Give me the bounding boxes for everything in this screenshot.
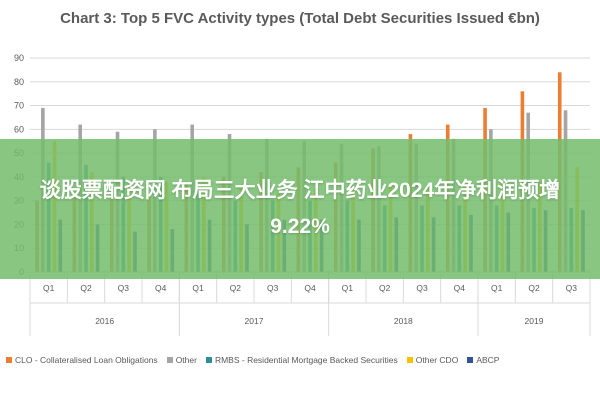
year-label: 2016 bbox=[95, 316, 114, 326]
legend-item: RMBS - Residential Mortgage Backed Secur… bbox=[205, 355, 398, 365]
x-tick-label: Q4 bbox=[155, 283, 167, 293]
x-tick-label: Q2 bbox=[528, 283, 540, 293]
legend-label: CLO - Collateralised Loan Obligations bbox=[15, 355, 158, 365]
x-tick-label: Q3 bbox=[416, 283, 428, 293]
chart-legend: CLO - Collateralised Loan Obligations Oth… bbox=[6, 352, 596, 368]
legend-label: Other CDO bbox=[415, 355, 459, 365]
year-label: 2017 bbox=[245, 316, 264, 326]
legend-label: Other bbox=[175, 355, 197, 365]
year-label: 2019 bbox=[525, 316, 544, 326]
x-tick-label: Q3 bbox=[267, 283, 279, 293]
year-label: 2018 bbox=[394, 316, 413, 326]
headline-text: 谈股票配资网 布局三大业务 江中药业2024年净利润预增9.22% bbox=[39, 179, 561, 238]
y-tick-label: 90 bbox=[14, 53, 24, 63]
chart-title: Chart 3: Top 5 FVC Activity types (Total… bbox=[60, 10, 540, 27]
x-tick-label: Q2 bbox=[379, 283, 391, 293]
x-tick-label: Q1 bbox=[342, 283, 354, 293]
x-tick-label: Q3 bbox=[118, 283, 130, 293]
y-tick-label: 70 bbox=[14, 101, 24, 111]
x-tick-label: Q4 bbox=[304, 283, 316, 293]
x-tick-label: Q2 bbox=[230, 283, 242, 293]
y-tick-label: 60 bbox=[14, 124, 24, 134]
y-tick-label: 80 bbox=[14, 77, 24, 87]
legend-label: ABCP bbox=[476, 355, 500, 365]
x-tick-label: Q3 bbox=[566, 283, 578, 293]
headline-banner: 谈股票配资网 布局三大业务 江中药业2024年净利润预增9.22% bbox=[0, 139, 600, 279]
x-tick-label: Q2 bbox=[80, 283, 92, 293]
x-tick-label: Q1 bbox=[192, 283, 204, 293]
legend-swatch bbox=[166, 357, 173, 363]
legend-item: Other CDO bbox=[406, 355, 459, 365]
legend-swatch bbox=[205, 357, 212, 363]
legend-swatch bbox=[6, 357, 12, 363]
legend-swatch bbox=[467, 357, 474, 363]
legend-item: CLO - Collateralised Loan Obligations bbox=[6, 355, 158, 365]
x-tick-label: Q1 bbox=[491, 283, 503, 293]
x-tick-label: Q4 bbox=[454, 283, 466, 293]
legend-swatch bbox=[406, 357, 413, 363]
legend-label: RMBS - Residential Mortgage Backed Secur… bbox=[214, 355, 398, 365]
legend-item: Other bbox=[166, 355, 197, 365]
x-tick-label: Q1 bbox=[43, 283, 55, 293]
legend-item: ABCP bbox=[467, 355, 499, 365]
